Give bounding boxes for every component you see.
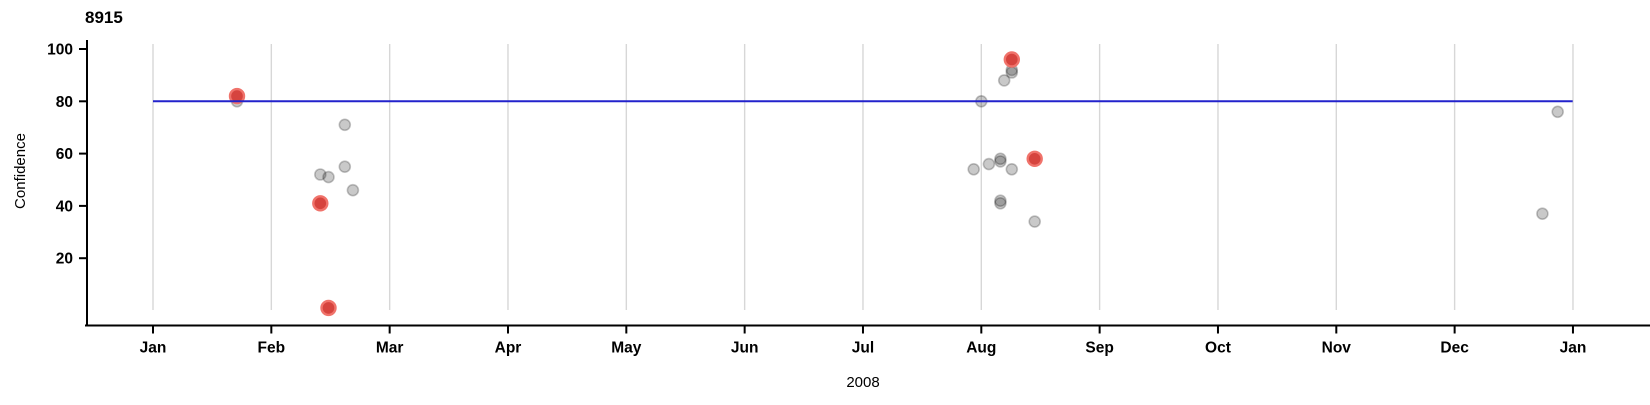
x-axis-label: 2008: [846, 374, 879, 391]
normal-data-points: [230, 63, 1564, 228]
data-point: [346, 183, 360, 197]
highlighted-data-point: [1003, 51, 1020, 68]
data-point: [313, 168, 327, 181]
data-point: [994, 197, 1007, 210]
data-point: [994, 194, 1007, 207]
y-tick-label: 100: [47, 42, 73, 59]
highlighted-data-point: [228, 87, 246, 105]
month-tick-label: May: [611, 340, 642, 357]
month-tick-label: Jul: [852, 340, 874, 357]
data-point: [1536, 207, 1549, 220]
month-tick-label: Dec: [1440, 340, 1469, 357]
month-tick-label: Aug: [966, 340, 996, 357]
data-point: [1551, 105, 1564, 119]
month-gridlines: [152, 44, 1574, 310]
month-tick-label: Jun: [731, 340, 759, 357]
data-point: [967, 163, 981, 176]
month-tick-label: Nov: [1322, 340, 1352, 357]
data-point: [1028, 215, 1041, 228]
highlighted-data-point: [1026, 150, 1043, 168]
month-tick-label: Jan: [140, 340, 167, 357]
month-tick-label: Jan: [1560, 340, 1587, 357]
y-axis-label: Confidence: [12, 133, 29, 209]
data-point: [997, 74, 1011, 87]
highlighted-data-point: [312, 195, 329, 212]
month-tick-label: Apr: [495, 340, 522, 357]
y-tick-label: 80: [56, 94, 73, 111]
data-point: [982, 157, 996, 171]
chart-title: 8915: [85, 8, 123, 27]
data-point: [1005, 163, 1019, 176]
month-tick-label: Mar: [376, 340, 404, 357]
data-point: [322, 170, 335, 184]
y-tick-label: 20: [56, 251, 73, 268]
x-axis-ticks: Jan Feb Mar Apr May Jun Jul Aug Sep Oct Nov Dec Jan: [140, 325, 1587, 357]
month-tick-label: Feb: [258, 340, 286, 357]
highlighted-data-point: [320, 299, 337, 317]
data-point: [338, 160, 352, 173]
month-tick-label: Oct: [1205, 340, 1231, 357]
data-point: [994, 155, 1007, 168]
data-point: [994, 152, 1007, 166]
highlighted-data-points: [228, 51, 1043, 317]
month-tick-label: Sep: [1085, 340, 1113, 357]
y-tick-label: 60: [56, 146, 73, 163]
y-axis-ticks: 100 80 60 40 20: [47, 42, 87, 268]
y-tick-label: 40: [56, 198, 73, 215]
data-point: [1005, 66, 1019, 79]
data-point: [338, 118, 352, 132]
